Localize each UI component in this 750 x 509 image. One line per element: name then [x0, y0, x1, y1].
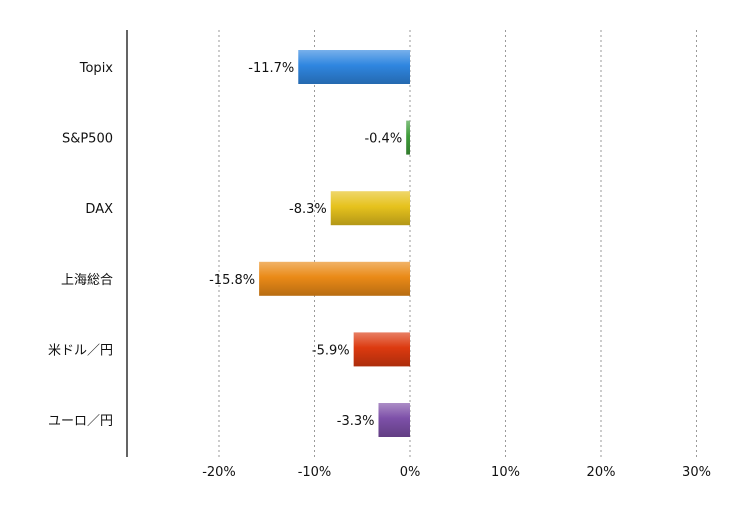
x-tick-label: 20%	[587, 465, 616, 480]
bar	[406, 120, 410, 155]
data-label: -8.3%	[289, 202, 327, 217]
grid-lines	[218, 30, 697, 457]
category-label: S&P500	[62, 132, 113, 147]
category-label: ユーロ／円	[48, 414, 113, 429]
bar	[259, 261, 410, 296]
bar	[378, 403, 410, 437]
data-label: -5.9%	[312, 343, 350, 358]
category-label: DAX	[85, 202, 113, 217]
x-tick-label: 30%	[682, 465, 711, 480]
data-labels: -11.7% -0.4% -8.3% -15.8% -5.9% -3.3%	[209, 61, 402, 429]
category-label: 米ドル／円	[48, 343, 113, 358]
category-label: 上海総合	[61, 273, 113, 288]
bars	[259, 50, 410, 437]
bar	[353, 332, 410, 367]
bar	[330, 191, 410, 226]
data-label: -11.7%	[248, 61, 294, 76]
data-label: -3.3%	[337, 414, 375, 429]
x-tick-label: 10%	[491, 465, 520, 480]
data-label: -15.8%	[209, 273, 255, 288]
x-tick-label: 0%	[400, 465, 421, 480]
x-tick-label: -10%	[298, 465, 332, 480]
data-label: -0.4%	[364, 132, 402, 147]
x-tick-labels: -20% -10% 0% 10% 20% 30%	[202, 465, 711, 480]
x-tick-label: -20%	[202, 465, 236, 480]
category-label: Topix	[79, 61, 114, 76]
bar	[298, 50, 410, 84]
